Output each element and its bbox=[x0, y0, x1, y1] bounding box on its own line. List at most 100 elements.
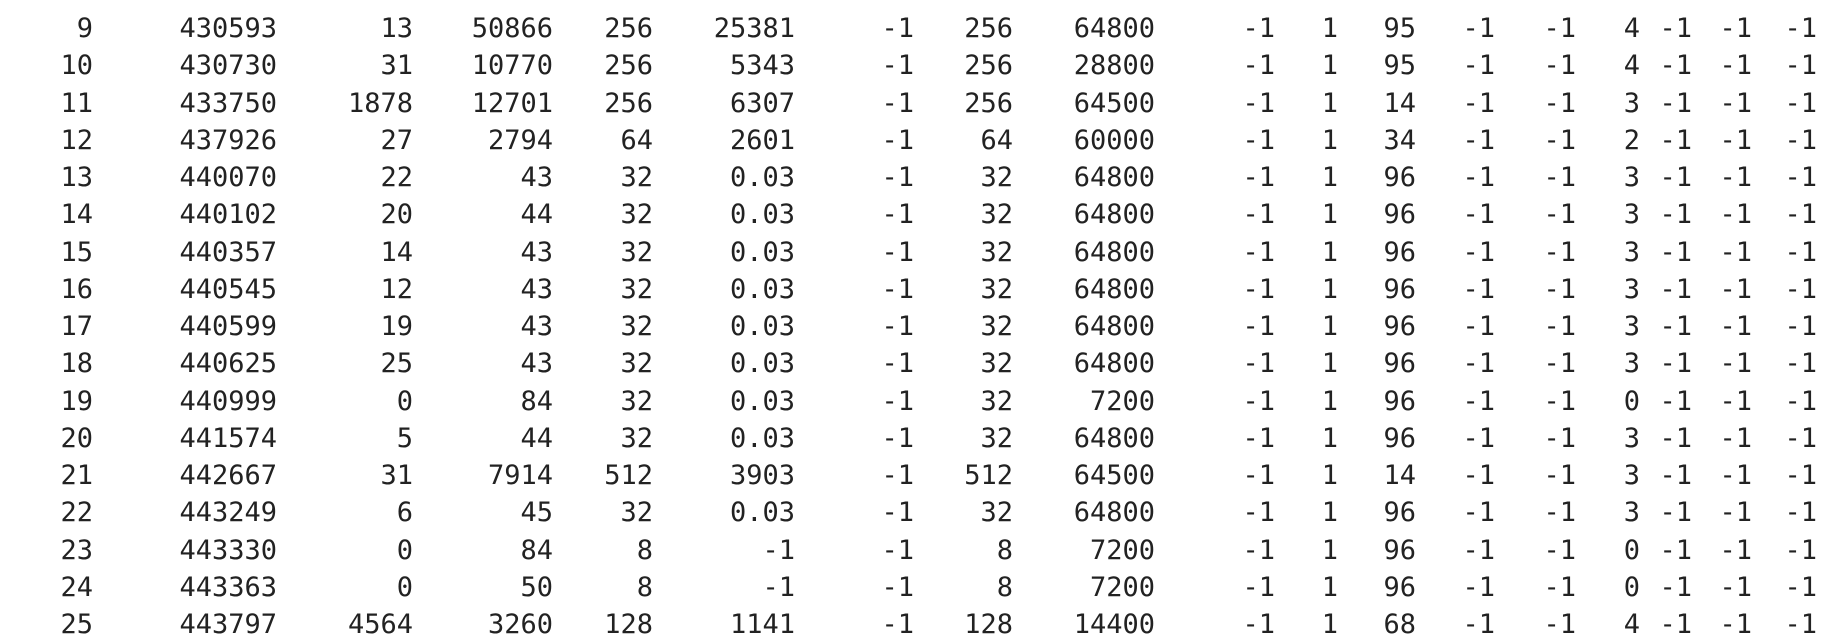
table-cell: -1 bbox=[762, 571, 795, 603]
table-cell: 19 bbox=[380, 311, 413, 342]
table-cell: -1 bbox=[1242, 460, 1275, 491]
table-cell: 96 bbox=[1383, 571, 1416, 603]
table-cell: -1 bbox=[1543, 199, 1576, 231]
table-cell: -1 bbox=[1784, 571, 1817, 603]
table-cell: 44 bbox=[520, 422, 553, 454]
table-cell: 32 bbox=[620, 236, 653, 268]
table-cell: 34 bbox=[1383, 124, 1416, 156]
table-cell: -1 bbox=[1543, 13, 1576, 44]
table-cell: 32 bbox=[620, 162, 653, 193]
table-cell: -1 bbox=[1462, 162, 1495, 193]
table-cell: -1 bbox=[1462, 311, 1495, 342]
table-cell: -1 bbox=[1659, 13, 1692, 44]
table-cell: 50 bbox=[520, 571, 553, 603]
table-cell: 430593 bbox=[179, 13, 277, 44]
table-cell: 43 bbox=[520, 162, 553, 193]
table-row: 18 440625 25 43 32 0.03 -1 32 64800 -1 1 96 -1 -1 3 -1-… bbox=[0, 345, 1842, 382]
table-row: 11 433750 1878 12701 256 6307 -1 256 64500 -1 1 14 -… bbox=[0, 85, 1842, 122]
table-cell: -1 bbox=[1462, 199, 1495, 231]
table-cell: 96 bbox=[1383, 422, 1416, 454]
table-cell: -1 bbox=[1659, 50, 1692, 82]
table-cell: -1 bbox=[1543, 497, 1576, 529]
table-cell: 27 bbox=[380, 124, 413, 156]
table-cell: -1 bbox=[1659, 609, 1692, 640]
table-cell: 64500 bbox=[1073, 87, 1155, 119]
table-cell: -1 bbox=[1719, 497, 1752, 529]
table-cell: -1 bbox=[1242, 236, 1275, 268]
table-cell: 32 bbox=[980, 162, 1013, 193]
table-cell: 1 bbox=[1321, 571, 1338, 603]
table-cell: 15 bbox=[60, 236, 93, 268]
table-cell: 0 bbox=[396, 571, 413, 603]
table-cell: -1 bbox=[1543, 422, 1576, 454]
table-cell: 95 bbox=[1383, 13, 1416, 44]
table-cell: 68 bbox=[1383, 609, 1416, 640]
table-cell: -1 bbox=[1543, 87, 1576, 119]
table-cell: -1 bbox=[1462, 124, 1495, 156]
table-cell: 32 bbox=[620, 497, 653, 529]
table-cell: 440070 bbox=[179, 162, 277, 193]
table-cell: -1 bbox=[1242, 273, 1275, 305]
table-cell: 0 bbox=[396, 534, 413, 566]
table-cell: 7200 bbox=[1089, 571, 1155, 603]
table-cell: 32 bbox=[980, 199, 1013, 231]
table-cell: 4 bbox=[1623, 13, 1640, 44]
table-cell: 19 bbox=[60, 385, 93, 417]
table-cell: 44 bbox=[520, 199, 553, 231]
table-cell: 96 bbox=[1383, 534, 1416, 566]
table-cell: 25381 bbox=[713, 13, 795, 44]
table-cell: 3 bbox=[1623, 422, 1640, 454]
table-cell: 45 bbox=[520, 497, 553, 529]
table-cell: -1 bbox=[1719, 609, 1752, 640]
table-cell: 20 bbox=[60, 422, 93, 454]
table-cell: -1 bbox=[1242, 87, 1275, 119]
table-cell: -1 bbox=[1659, 311, 1692, 342]
table-cell: 4564 bbox=[347, 609, 413, 640]
table-cell: -1 bbox=[1462, 460, 1495, 491]
table-cell: 21 bbox=[60, 460, 93, 491]
table-cell: -1 bbox=[1784, 236, 1817, 268]
table-cell: -1 bbox=[1784, 460, 1817, 491]
table-cell: -1 bbox=[1659, 497, 1692, 529]
table-cell: 12 bbox=[380, 273, 413, 305]
table-cell: 1 bbox=[1321, 311, 1338, 342]
table-cell: 18 bbox=[60, 348, 93, 380]
table-cell: 64800 bbox=[1073, 497, 1155, 529]
table-cell: -1 bbox=[1784, 534, 1817, 566]
table-cell: 14400 bbox=[1073, 609, 1155, 640]
table-cell: 10770 bbox=[471, 50, 553, 82]
table-cell: 1 bbox=[1321, 124, 1338, 156]
table-row: 15 440357 14 43 32 0.03 -1 32 64800 -1 1 96 -1 -1 3 -1-… bbox=[0, 234, 1842, 271]
table-cell: 31 bbox=[380, 50, 413, 82]
table-cell: -1 bbox=[881, 348, 914, 380]
table-cell: -1 bbox=[1719, 534, 1752, 566]
table-cell: -1 bbox=[1242, 385, 1275, 417]
table-cell: 0 bbox=[396, 385, 413, 417]
table-cell: -1 bbox=[1784, 13, 1817, 44]
table-cell: -1 bbox=[1543, 273, 1576, 305]
table-cell: 64800 bbox=[1073, 311, 1155, 342]
table-cell: 440599 bbox=[179, 311, 277, 342]
table-cell: -1 bbox=[881, 13, 914, 44]
table-cell: 443249 bbox=[179, 497, 277, 529]
table-cell: 16 bbox=[60, 273, 93, 305]
table-cell: 7200 bbox=[1089, 534, 1155, 566]
table-cell: -1 bbox=[1719, 311, 1752, 342]
table-cell: -1 bbox=[1659, 534, 1692, 566]
table-cell: 1878 bbox=[347, 87, 413, 119]
table-row: 9 430593 13 50866 256 25381 -1 256 64800 -1 1 95 -1-… bbox=[0, 10, 1842, 47]
table-cell: 3 bbox=[1623, 236, 1640, 268]
table-cell: 512 bbox=[964, 460, 1013, 491]
table-cell: 0.03 bbox=[729, 311, 795, 342]
table-cell: 22 bbox=[380, 162, 413, 193]
table-cell: -1 bbox=[1659, 162, 1692, 193]
table-cell: 11 bbox=[60, 87, 93, 119]
table-cell: 64 bbox=[980, 124, 1013, 156]
table-row: 21 442667 31 7914 512 3903 -1 512 64500 -1 1 14 -1 -1… bbox=[0, 457, 1842, 494]
table-row: 20 441574 5 44 32 0.03 -1 32 64800 -1 1 96 -1 -1 3 -1 -1… bbox=[0, 420, 1842, 457]
table-cell: 32 bbox=[980, 497, 1013, 529]
table-cell: 1 bbox=[1321, 13, 1338, 44]
table-cell: 25 bbox=[60, 609, 93, 640]
table-cell: -1 bbox=[881, 497, 914, 529]
table-cell: -1 bbox=[1719, 385, 1752, 417]
